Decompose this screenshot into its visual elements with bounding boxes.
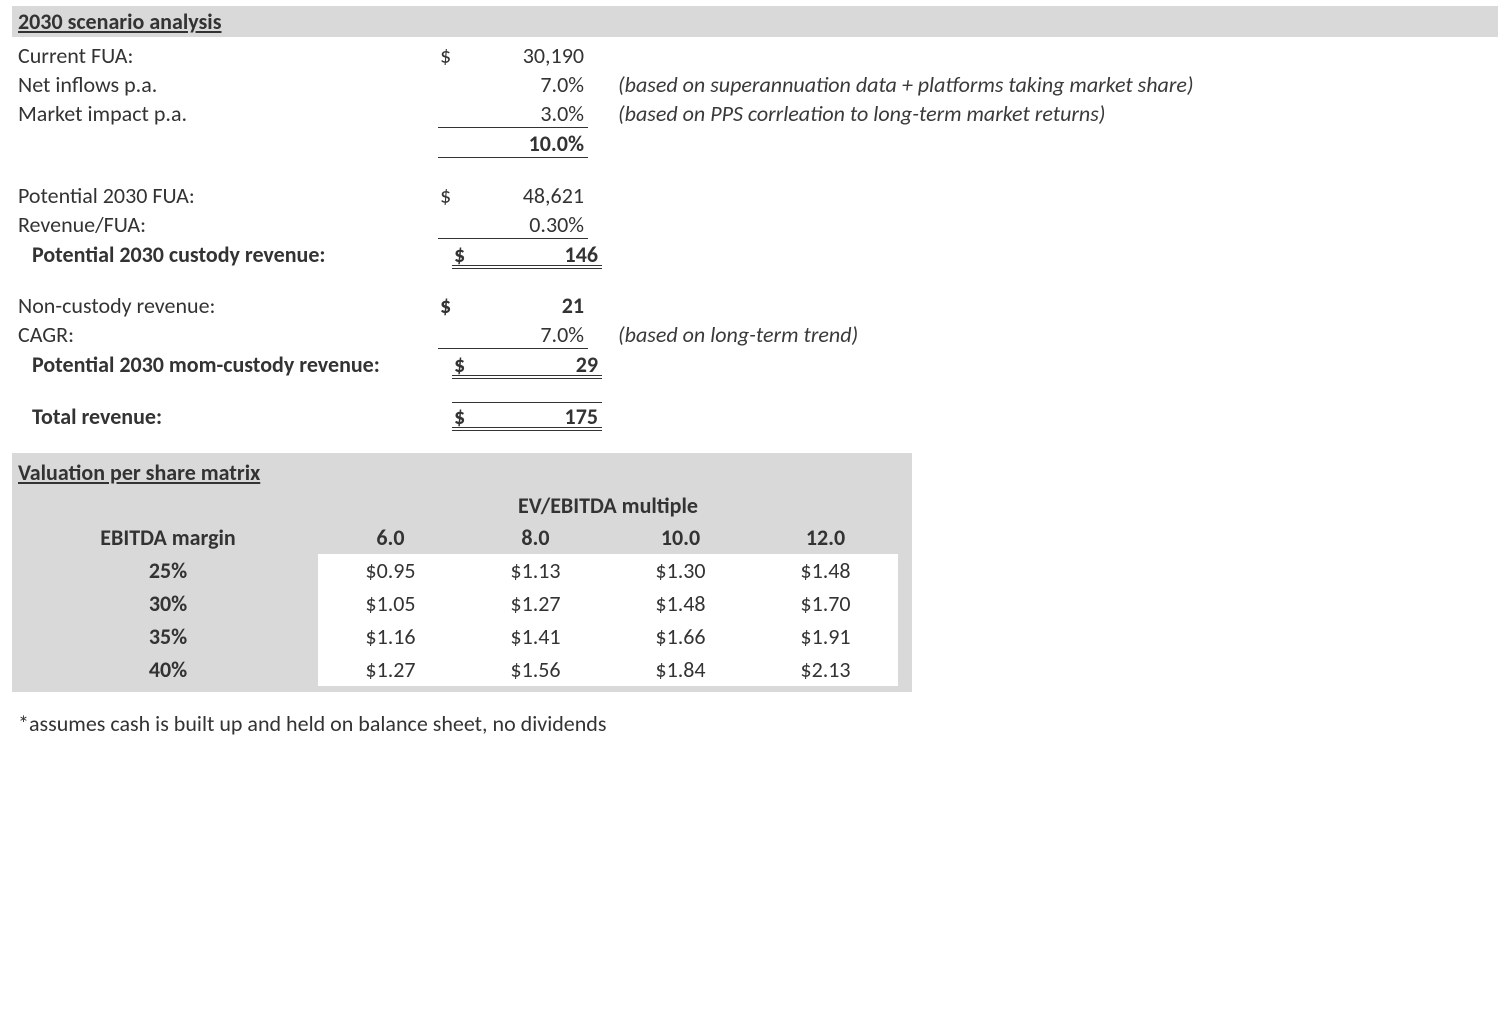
footnote: *assumes cash is built up and held on ba… xyxy=(12,692,1498,737)
note: (based on PPS corrleation to long-term m… xyxy=(588,100,1105,127)
label: Non-custody revenue: xyxy=(18,292,438,319)
matrix-cell: $1.27 xyxy=(463,587,608,620)
matrix-cell: $1.48 xyxy=(608,587,753,620)
row-potential-fua: Potential 2030 FUA: $ 48,621 xyxy=(12,181,1498,210)
matrix-cell: $1.48 xyxy=(753,554,898,587)
matrix-row-header-label: EBITDA margin xyxy=(18,521,318,554)
matrix-cell: $2.13 xyxy=(753,653,898,686)
value-cell: $ 48,621 xyxy=(438,182,588,209)
row-growth-total: 10.0% xyxy=(12,129,1498,159)
value: 30,190 xyxy=(462,42,584,69)
value-cell: 0.30% xyxy=(438,211,588,239)
value-cell: 10.0% xyxy=(438,130,588,158)
value: 29 xyxy=(476,351,598,378)
matrix-row-header: 25% xyxy=(18,554,318,587)
value: 48,621 xyxy=(462,182,584,209)
matrix-cell: $1.84 xyxy=(608,653,753,686)
value-cell: $ 21 xyxy=(438,292,588,319)
matrix-cell: $1.41 xyxy=(463,620,608,653)
label: Market impact p.a. xyxy=(18,100,438,127)
matrix-cell: $1.13 xyxy=(463,554,608,587)
matrix-col-header: 6.0 xyxy=(318,521,463,554)
value: 146 xyxy=(476,241,598,268)
value-cell: $ 175 xyxy=(452,402,602,430)
value-cell: $ 30,190 xyxy=(438,42,588,69)
row-revenue-fua: Revenue/FUA: 0.30% xyxy=(12,210,1498,240)
label: Potential 2030 custody revenue: xyxy=(18,241,452,268)
value-cell: $ 29 xyxy=(452,351,602,378)
matrix-cell: $1.91 xyxy=(753,620,898,653)
value: 7.0% xyxy=(462,321,584,348)
value: 21 xyxy=(462,292,584,319)
value-cell: 3.0% xyxy=(438,100,588,128)
value-cell: 7.0% xyxy=(438,321,588,349)
matrix-col-header: 12.0 xyxy=(753,521,898,554)
matrix-grid: EV/EBITDA multiple EBITDA margin 6.0 8.0… xyxy=(18,490,906,686)
value: 7.0% xyxy=(462,71,584,98)
label: Potential 2030 FUA: xyxy=(18,182,438,209)
matrix-cell: $1.16 xyxy=(318,620,463,653)
matrix-cell: $0.95 xyxy=(318,554,463,587)
label: Potential 2030 mom-custody revenue: xyxy=(18,351,452,378)
note: (based on long-term trend) xyxy=(588,321,858,348)
currency-symbol: $ xyxy=(440,182,462,209)
matrix-cell: $1.56 xyxy=(463,653,608,686)
row-noncustody-2030: Potential 2030 mom-custody revenue: $ 29 xyxy=(12,350,1498,379)
value: 0.30% xyxy=(462,211,584,238)
scenario-title: 2030 scenario analysis xyxy=(12,6,1498,37)
matrix-super-header: EV/EBITDA multiple xyxy=(318,490,898,521)
row-cagr: CAGR: 7.0% (based on long-term trend) xyxy=(12,320,1498,350)
row-noncustody-revenue: Non-custody revenue: $ 21 xyxy=(12,291,1498,320)
page-root: 2030 scenario analysis Current FUA: $ 30… xyxy=(0,0,1510,767)
matrix-col-header: 10.0 xyxy=(608,521,753,554)
matrix-cell: $1.05 xyxy=(318,587,463,620)
label: Net inflows p.a. xyxy=(18,71,438,98)
value: 175 xyxy=(476,403,598,430)
matrix-row-header: 40% xyxy=(18,653,318,686)
value-cell: $ 146 xyxy=(452,241,602,268)
valuation-matrix: Valuation per share matrix EV/EBITDA mul… xyxy=(12,453,912,692)
currency-symbol: $ xyxy=(440,42,462,69)
label: Revenue/FUA: xyxy=(18,211,438,238)
currency-symbol: $ xyxy=(454,403,476,430)
row-total-revenue: Total revenue: $ 175 xyxy=(12,401,1498,431)
value: 3.0% xyxy=(462,100,584,127)
row-net-inflows: Net inflows p.a. 7.0% (based on superann… xyxy=(12,70,1498,99)
matrix-col-header: 8.0 xyxy=(463,521,608,554)
label: Current FUA: xyxy=(18,42,438,69)
currency-symbol: $ xyxy=(454,241,476,268)
matrix-row-header: 35% xyxy=(18,620,318,653)
value-cell: 7.0% xyxy=(438,71,588,98)
matrix-row-header: 30% xyxy=(18,587,318,620)
currency-symbol: $ xyxy=(440,292,462,319)
row-custody-revenue: Potential 2030 custody revenue: $ 146 xyxy=(12,240,1498,269)
row-market-impact: Market impact p.a. 3.0% (based on PPS co… xyxy=(12,99,1498,129)
note: (based on superannuation data + platform… xyxy=(588,71,1194,98)
matrix-cell: $1.27 xyxy=(318,653,463,686)
label: CAGR: xyxy=(18,321,438,348)
matrix-title: Valuation per share matrix xyxy=(18,457,906,490)
label: Total revenue: xyxy=(18,403,452,430)
currency-symbol: $ xyxy=(454,351,476,378)
matrix-cell: $1.66 xyxy=(608,620,753,653)
matrix-cell: $1.70 xyxy=(753,587,898,620)
row-current-fua: Current FUA: $ 30,190 xyxy=(12,41,1498,70)
matrix-cell: $1.30 xyxy=(608,554,753,587)
value: 10.0% xyxy=(462,130,584,157)
